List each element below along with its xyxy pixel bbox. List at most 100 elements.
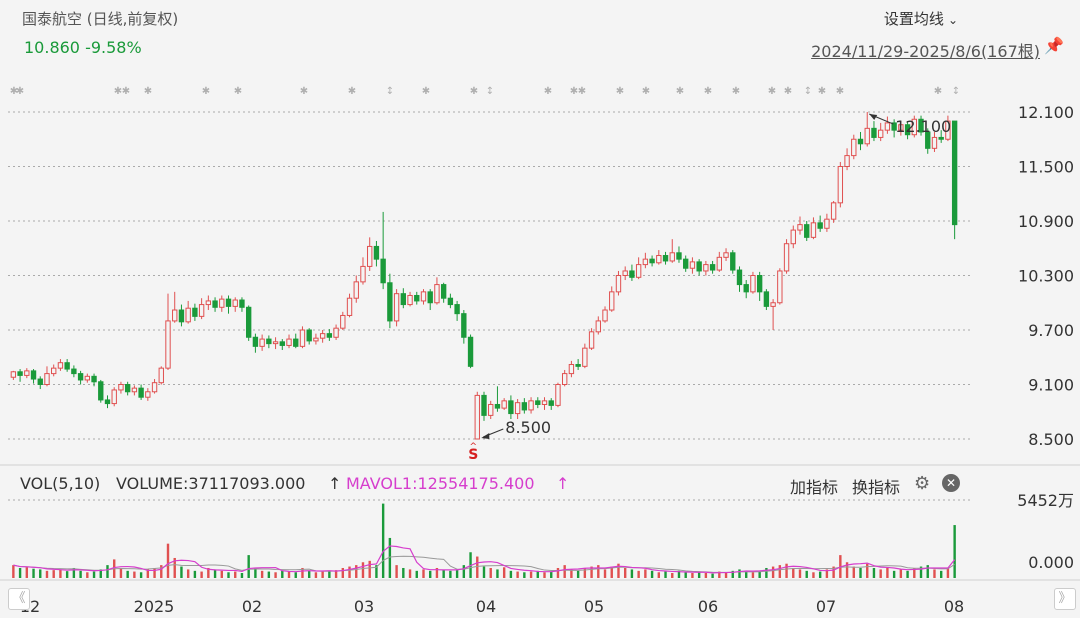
volume-bar	[758, 570, 761, 578]
candle-body	[662, 255, 669, 262]
volume-bar	[697, 572, 701, 578]
volume-value: VOLUME:37117093.000	[116, 474, 306, 493]
volume-bar	[200, 571, 203, 578]
event-marker-icon: ✱	[768, 86, 776, 97]
x-tick-label: 05	[584, 597, 604, 616]
candle-body	[931, 136, 938, 149]
candle-body	[414, 294, 420, 302]
candle-body	[898, 124, 904, 131]
volume-bar	[99, 569, 102, 578]
candle-body	[98, 381, 104, 401]
candle-body	[293, 338, 299, 347]
volume-bar	[294, 572, 297, 578]
candle-body	[844, 155, 850, 168]
volume-bar	[731, 570, 734, 578]
event-marker-icon: ✱	[818, 86, 826, 97]
candle-body	[857, 138, 864, 145]
event-marker-icon: ✱	[122, 86, 130, 97]
volume-bar	[946, 567, 950, 578]
event-marker-icon: ↕	[952, 86, 960, 97]
candle-body	[118, 384, 124, 391]
candle-body	[669, 252, 675, 262]
date-range[interactable]: 2024/11/29-2025/8/6(167根)	[811, 42, 1040, 61]
scroll-right-button[interactable]: 》	[1054, 588, 1076, 610]
ma-settings-button[interactable]: 设置均线 ⌄	[884, 8, 958, 29]
close-icon[interactable]: ✕	[942, 474, 960, 492]
gear-icon[interactable]: ⚙	[914, 473, 931, 494]
ma-settings-label: 设置均线	[883, 10, 944, 28]
volume-bar	[334, 570, 338, 578]
candle-body	[830, 202, 837, 220]
volume-bar	[691, 572, 694, 578]
volume-bar	[590, 566, 593, 578]
candle-body	[871, 127, 877, 138]
volume-bar	[550, 571, 553, 578]
event-marker-icon: ↕	[386, 86, 394, 97]
candle-body	[158, 367, 164, 384]
volume-bar	[738, 569, 741, 578]
volume-bar	[220, 570, 223, 578]
candle-body	[124, 384, 131, 393]
candle-body	[44, 373, 50, 386]
volume-bar	[482, 566, 486, 578]
candle-body	[77, 373, 84, 381]
volume-bar	[939, 570, 943, 578]
x-tick-label: 08	[944, 597, 964, 616]
candle-body	[198, 304, 205, 317]
volume-bar	[341, 567, 345, 578]
candle-body	[427, 291, 433, 304]
high-arrow-head	[869, 114, 878, 120]
volume-bar	[240, 572, 244, 578]
event-marker-icon: ✱	[10, 86, 18, 97]
price-tick-label: 9.100	[1028, 376, 1074, 395]
candle-body	[804, 224, 810, 238]
volume-bar	[361, 562, 365, 578]
volume-bar	[818, 571, 822, 578]
candle-body	[837, 166, 844, 204]
volume-bar	[711, 573, 714, 578]
candle-body	[145, 391, 151, 398]
pin-icon[interactable]: 📌	[1044, 36, 1064, 55]
event-marker-icon: ✱	[144, 86, 152, 97]
add-indicator-button[interactable]: 加指标	[790, 478, 839, 497]
volume-bar	[926, 565, 929, 578]
volume-bar	[778, 565, 782, 578]
volume-bar	[207, 567, 210, 578]
candle-body	[609, 291, 615, 311]
volume-bar	[872, 567, 876, 578]
candle-body	[911, 118, 917, 136]
candle-body	[588, 331, 595, 349]
scroll-left-button[interactable]: 《	[8, 588, 30, 610]
swap-indicator-button[interactable]: 换指标	[852, 478, 901, 497]
volume-bar	[576, 570, 580, 578]
volume-bar	[166, 543, 170, 578]
low-price-label: 8.500	[505, 418, 551, 437]
candle-body	[447, 297, 454, 306]
event-marker-icon: ✱	[114, 86, 122, 97]
candle-body	[178, 309, 185, 323]
volume-bar	[146, 569, 150, 578]
candle-body	[360, 265, 366, 283]
candle-body	[51, 367, 57, 375]
volume-bar	[792, 567, 795, 578]
candle-body	[104, 399, 111, 405]
volume-bar	[314, 572, 318, 578]
volume-bar	[724, 572, 728, 578]
volume-bar	[617, 563, 620, 578]
candle-body	[494, 403, 501, 409]
low-arrow-head	[481, 433, 490, 439]
candle-body	[541, 400, 548, 405]
candle-body	[629, 270, 635, 278]
volume-bar	[610, 566, 613, 578]
volume-bar	[106, 565, 109, 578]
candle-body	[810, 222, 817, 238]
volume-bar	[12, 565, 15, 578]
volume-bar	[859, 567, 862, 578]
event-marker-icon: ✱	[616, 86, 624, 97]
volume-bar	[435, 567, 439, 578]
candle-body	[683, 258, 689, 269]
candle-body	[535, 400, 541, 405]
candle-body	[750, 275, 756, 293]
candle-body	[763, 291, 770, 307]
candle-body	[387, 282, 393, 322]
